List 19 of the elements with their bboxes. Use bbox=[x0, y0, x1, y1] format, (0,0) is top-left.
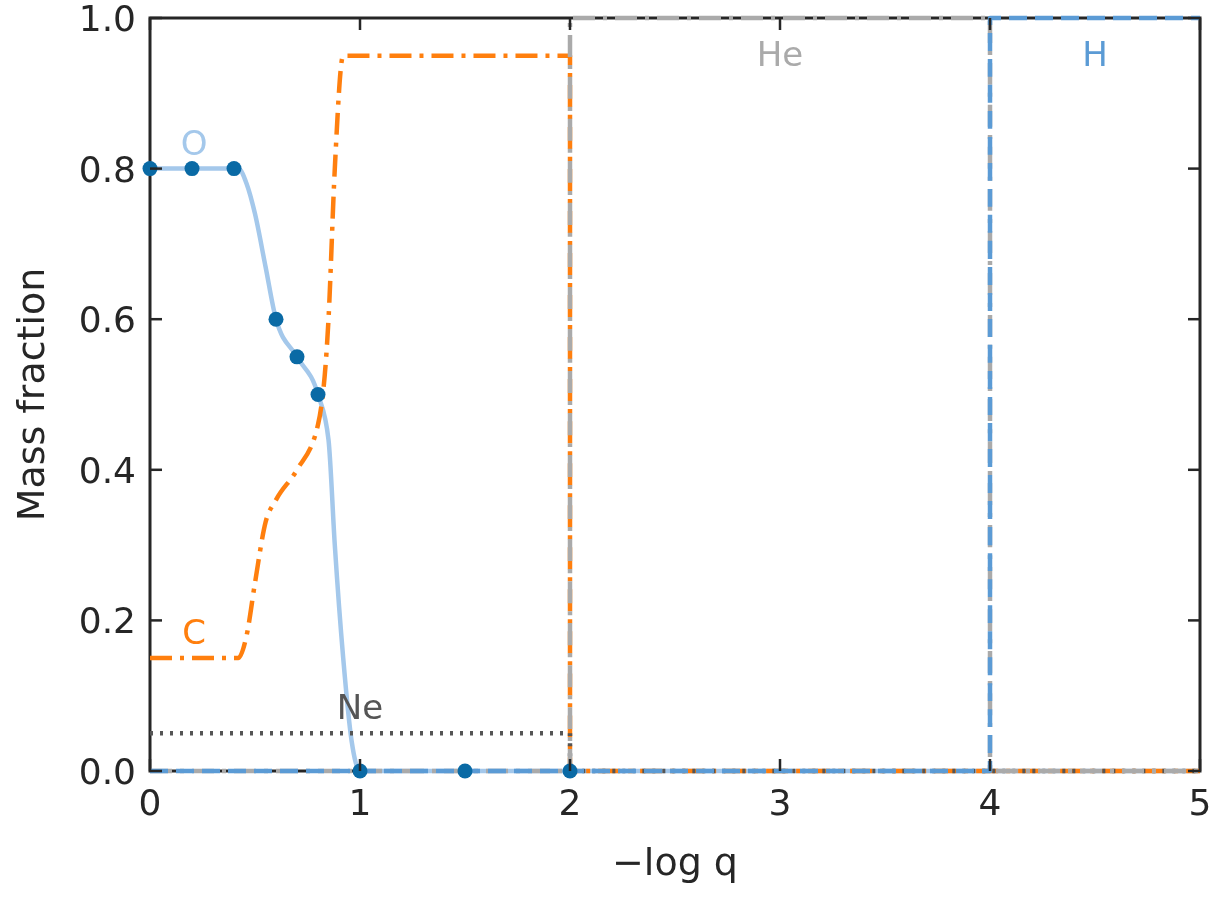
series-label: He bbox=[756, 34, 804, 74]
series-label: C bbox=[182, 612, 206, 653]
x-axis-title: −log q bbox=[612, 840, 738, 884]
series-label: Ne bbox=[336, 687, 384, 728]
y-tick-label: 0.6 bbox=[78, 299, 136, 341]
y-axis-title: Mass fraction bbox=[9, 267, 53, 522]
series-label: O bbox=[180, 122, 208, 163]
x-tick-label: 4 bbox=[978, 782, 1002, 823]
x-tick-label: 1 bbox=[348, 782, 372, 823]
y-tick-label: 0.4 bbox=[78, 449, 136, 491]
y-tick-label: 0.8 bbox=[78, 148, 136, 190]
x-tick-label: 0 bbox=[138, 782, 162, 823]
x-tick-label: 3 bbox=[768, 782, 792, 823]
series-label: H bbox=[1082, 34, 1108, 74]
x-tick-label: 2 bbox=[558, 782, 582, 823]
y-tick-label: 0.2 bbox=[78, 600, 136, 642]
y-tick-label: 0.0 bbox=[78, 751, 136, 792]
x-tick-label: 5 bbox=[1188, 782, 1212, 823]
y-tick-label: 1.0 bbox=[78, 0, 136, 39]
